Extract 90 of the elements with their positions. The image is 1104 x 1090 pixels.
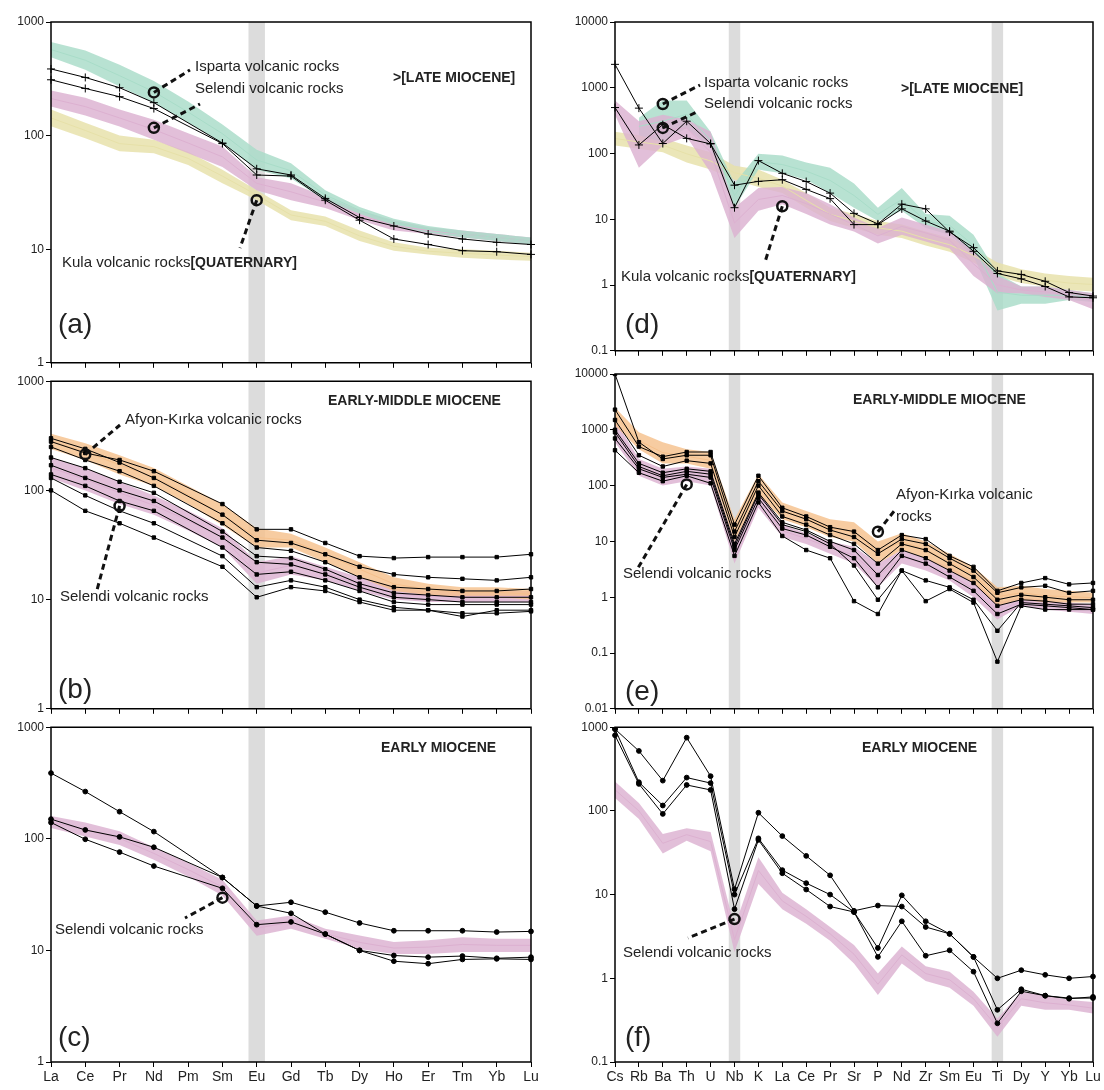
y-tick-label: 1: [601, 589, 609, 604]
x-tick-label: Lu: [523, 1068, 539, 1085]
y-tick-label: 1: [37, 701, 45, 716]
y-tick-label: 0.1: [591, 645, 609, 660]
annotation: Afyon-Kırka volcanic rocks: [125, 410, 302, 428]
annotation: Selendi volcanic rocks: [55, 920, 204, 938]
annotation: (b): [58, 672, 93, 704]
x-tick-label: U: [705, 1068, 716, 1085]
annotation: >[LATE MIOCENE]: [901, 79, 1024, 96]
y-tick-label: 100: [587, 803, 609, 818]
y-tick-label: 100: [23, 482, 45, 497]
x-tick-label: Nd: [144, 1068, 163, 1085]
annotation: Isparta volcanic rocks: [195, 57, 340, 75]
x-tick-label: Eu: [248, 1068, 266, 1085]
annotation: Selendi volcanic rocks: [60, 587, 209, 605]
x-tick-label: Nb: [725, 1068, 744, 1085]
annotation: (e): [625, 674, 660, 706]
x-tick-label: La: [774, 1068, 791, 1085]
annotation: Selendi volcanic rocks: [623, 564, 772, 582]
x-tick-label: Pr: [823, 1068, 838, 1085]
annotation: >[LATE MIOCENE]: [393, 68, 516, 85]
annotation: Afyon-Kırka volcanic rocks: [896, 485, 1034, 525]
y-tick-label: 1000: [581, 80, 609, 95]
x-tick-label: Nd: [892, 1068, 911, 1085]
x-tick-label: Zr: [919, 1068, 933, 1085]
y-tick-label: 10: [594, 886, 609, 901]
y-tick-label: 1000: [17, 373, 45, 388]
y-tick-label: 100: [23, 831, 45, 846]
annotation: Kula volcanic rocks[QUATERNARY]: [62, 253, 297, 271]
y-tick-label: 10: [30, 241, 45, 256]
annotation: Selendi volcanic rocks: [704, 94, 853, 112]
y-tick-label: 1000: [17, 719, 45, 734]
x-tick-label: P: [873, 1068, 883, 1085]
x-tick-label: Rb: [629, 1068, 649, 1085]
x-tick-label: K: [753, 1068, 764, 1085]
x-tick-label: Ce: [797, 1068, 816, 1085]
x-tick-label: Ho: [384, 1068, 404, 1085]
y-tick-label: 100: [587, 477, 609, 492]
annotation: EARLY-MIDDLE MIOCENE: [853, 390, 1026, 407]
annotation: Kula volcanic rocks[QUATERNARY]: [621, 267, 856, 285]
x-tick-label: Er: [421, 1068, 436, 1085]
x-tick-label: La: [43, 1068, 59, 1085]
x-tick-label: Ce: [76, 1068, 95, 1085]
y-tick-label: 0.1: [591, 1054, 609, 1069]
x-tick-label: Sr: [847, 1068, 862, 1085]
annotation: (c): [58, 1020, 91, 1052]
y-tick-label: 1: [601, 277, 609, 292]
x-tick-label: Dy: [1012, 1068, 1030, 1085]
y-tick-label: 10: [594, 211, 609, 226]
x-tick-label: Cs: [606, 1068, 624, 1085]
annotation: Isparta volcanic rocks: [704, 73, 849, 91]
x-tick-label: Ba: [654, 1068, 672, 1085]
x-tick-label: Th: [678, 1068, 695, 1085]
annotation: EARLY MIOCENE: [381, 738, 497, 755]
y-tick-label: 1000: [581, 422, 609, 437]
x-tick-label: Sm: [211, 1068, 233, 1085]
annotation: Selendi volcanic rocks: [195, 79, 344, 97]
annotation: (a): [58, 307, 93, 339]
annotation: EARLY-MIDDLE MIOCENE: [328, 391, 501, 408]
x-tick-label: Sm: [939, 1068, 961, 1085]
x-tick-label: Yb: [1060, 1068, 1078, 1085]
x-tick-label: Tm: [452, 1068, 473, 1085]
x-tick-label: Tb: [317, 1068, 334, 1085]
x-tick-label: Dy: [351, 1068, 369, 1085]
x-tick-label: Pm: [177, 1068, 199, 1085]
y-tick-label: 0.01: [584, 701, 609, 716]
y-tick-label: 10: [30, 942, 45, 957]
x-tick-label: Yb: [488, 1068, 506, 1085]
y-tick-label: 1000: [17, 14, 45, 29]
x-tick-label: Y: [1040, 1068, 1051, 1085]
y-tick-label: 1: [37, 1054, 45, 1069]
x-tick-label: Pr: [112, 1068, 127, 1085]
y-tick-label: 0.1: [591, 343, 609, 358]
annotation: Selendi volcanic rocks: [623, 943, 772, 961]
y-tick-label: 1: [37, 355, 45, 370]
y-tick-label: 10: [594, 533, 609, 548]
y-tick-label: 10000: [574, 14, 609, 29]
x-tick-label: Gd: [281, 1068, 301, 1085]
y-tick-label: 10: [30, 591, 45, 606]
y-tick-label: 10000: [574, 366, 609, 381]
y-tick-label: 1000: [581, 719, 609, 734]
x-tick-label: Eu: [964, 1068, 983, 1085]
y-tick-label: 100: [23, 127, 45, 142]
annotation: EARLY MIOCENE: [862, 738, 978, 755]
y-tick-label: 100: [587, 145, 609, 160]
annotation: (d): [625, 307, 660, 339]
x-tick-label: Lu: [1085, 1068, 1101, 1085]
annotation: (f): [625, 1020, 652, 1052]
x-tick-label: Ti: [991, 1068, 1003, 1085]
y-tick-label: 1: [601, 970, 609, 985]
